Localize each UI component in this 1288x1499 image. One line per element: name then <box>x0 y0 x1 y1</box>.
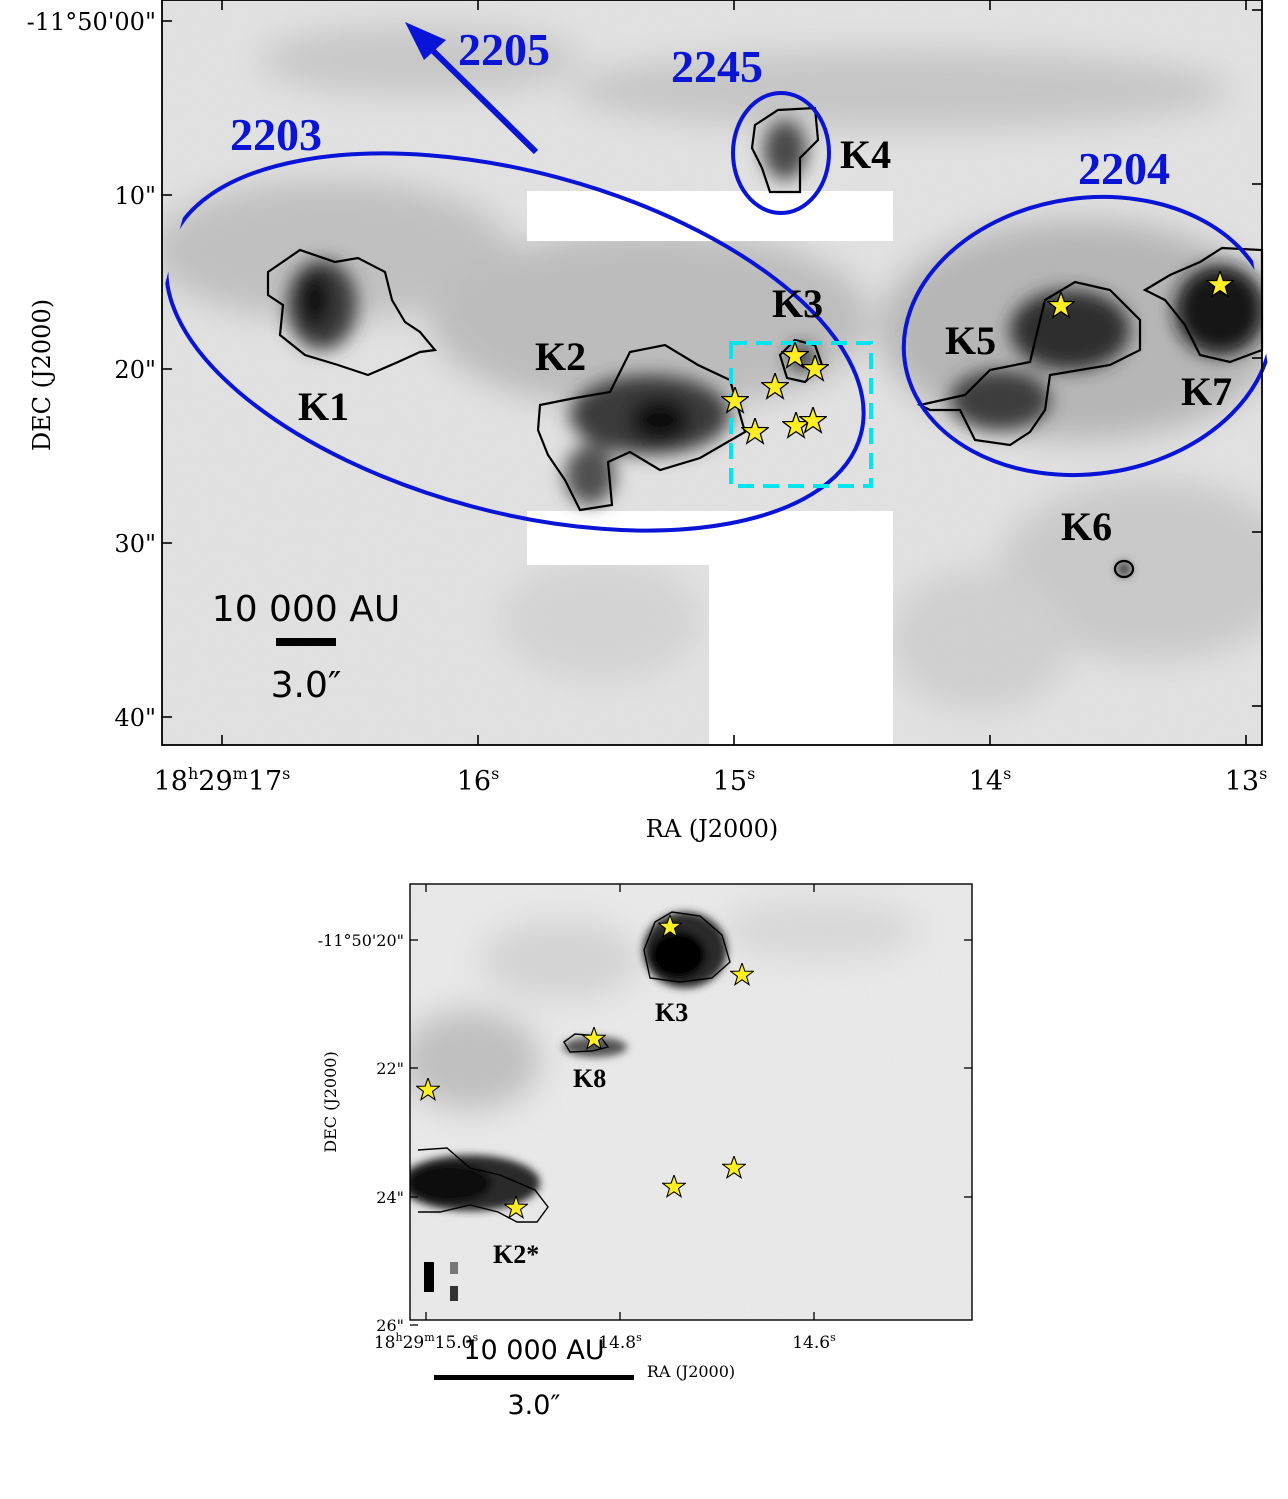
bottom-ra-tick-2: 14.6s <box>792 1331 836 1353</box>
bottom-image-panel <box>410 884 972 1320</box>
bottom-xlabel: RA (J2000) <box>647 1362 735 1381</box>
scalebar-bottom-arcsec: 3.0″ <box>507 1390 560 1421</box>
top-dec-tick-0: -11°50'00" <box>27 8 156 36</box>
label-bottom-k2star: K2* <box>493 1240 539 1269</box>
top-scale-bar: 10 000 AU 3.0″ <box>212 589 400 706</box>
top-dec-tick-1: 10" <box>114 182 156 210</box>
label-region-2203: 2203 <box>230 109 322 160</box>
top-ticks <box>162 0 1262 745</box>
label-k4: K4 <box>840 132 891 177</box>
bottom-axes-frame <box>409 883 973 1321</box>
bottom-ylabel: DEC (J2000) <box>321 1051 340 1152</box>
label-k7: K7 <box>1181 369 1232 414</box>
region-ellipse-2245 <box>731 91 831 215</box>
bottom-scale-bar: 10 000 AU 3.0″ <box>434 1335 634 1421</box>
label-k1: K1 <box>298 384 349 429</box>
label-k6: K6 <box>1061 504 1112 549</box>
scalebar-top-au: 10 000 AU <box>212 589 400 630</box>
top-ra-tick-4: 13s <box>1225 764 1268 797</box>
bottom-dec-tick-2: 24" <box>376 1188 404 1207</box>
top-ra-tick-2: 15s <box>713 764 756 797</box>
top-dec-tick-4: 40" <box>114 704 156 732</box>
label-bottom-k3: K3 <box>655 998 688 1027</box>
top-axes-frame <box>161 0 1263 746</box>
top-ra-tick-3: 14s <box>969 764 1012 797</box>
top-dec-tick-3: 30" <box>114 530 156 558</box>
bottom-ticks <box>410 884 972 1326</box>
label-bottom-k8: K8 <box>573 1064 606 1093</box>
bottom-dec-tick-3: 26" <box>376 1316 404 1335</box>
bottom-dec-tick-0: -11°50'20" <box>318 931 404 950</box>
label-k5: K5 <box>945 318 996 363</box>
bottom-contours <box>417 911 731 1223</box>
label-region-2205: 2205 <box>458 24 550 75</box>
label-k3: K3 <box>772 281 823 326</box>
top-xlabel: RA (J2000) <box>646 815 778 843</box>
bottom-ra-tick-1: 14.8s <box>598 1331 642 1353</box>
bottom-dec-tick-1: 22" <box>376 1059 404 1078</box>
zoom-region-box <box>729 341 873 488</box>
top-ra-tick-1: 16s <box>457 764 500 797</box>
arrow-2205 <box>405 22 539 155</box>
top-image-panel <box>162 0 1262 745</box>
top-ra-tick-0: 18h29m17s <box>154 764 291 797</box>
scalebar-top-arcsec: 3.0″ <box>271 665 342 706</box>
top-ylabel: DEC (J2000) <box>28 299 56 451</box>
label-k2: K2 <box>535 334 586 379</box>
label-region-2204: 2204 <box>1078 143 1170 194</box>
bottom-ra-tick-0: 18h29m15.0s <box>374 1331 479 1353</box>
label-region-2245: 2245 <box>671 41 763 92</box>
scalebar-bottom-au: 10 000 AU <box>463 1335 604 1366</box>
top-dec-tick-2: 20" <box>114 356 156 384</box>
